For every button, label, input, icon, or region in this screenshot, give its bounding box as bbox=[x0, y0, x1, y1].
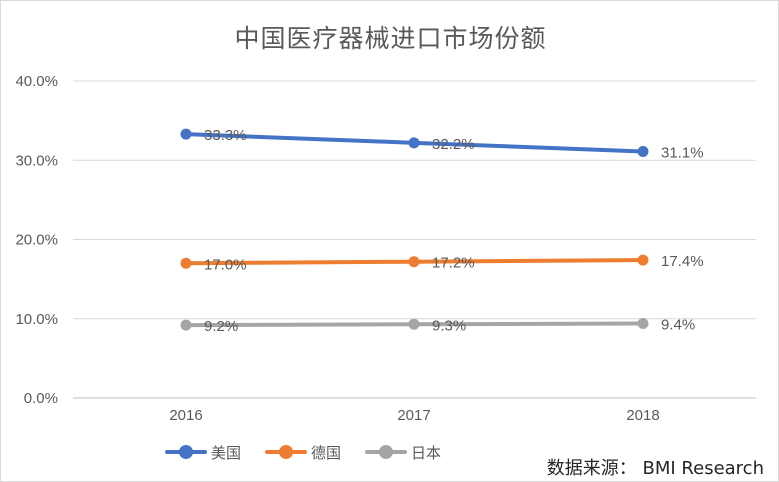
y-tick-label: 20.0% bbox=[15, 232, 58, 249]
legend-label-usa: 美国 bbox=[211, 443, 242, 462]
data-label: 17.0% bbox=[204, 256, 247, 273]
legend-label-germany: 德国 bbox=[311, 443, 342, 462]
data-label: 9.4% bbox=[661, 317, 695, 334]
data-label: 31.1% bbox=[661, 145, 704, 162]
data-point bbox=[637, 318, 649, 330]
x-tick-label: 2016 bbox=[169, 407, 202, 424]
legend-swatch-germany bbox=[265, 445, 308, 459]
data-label: 32.2% bbox=[432, 136, 475, 153]
data-label: 9.3% bbox=[432, 317, 466, 334]
x-tick-label: 2018 bbox=[626, 407, 659, 424]
y-tick-label: 30.0% bbox=[15, 152, 58, 169]
data-label: 33.3% bbox=[204, 127, 247, 144]
data-point bbox=[637, 254, 649, 266]
data-point bbox=[408, 318, 420, 330]
chart-title: 中国医疗器械进口市场份额 bbox=[234, 24, 547, 53]
data-point bbox=[637, 146, 649, 158]
data-point bbox=[180, 319, 192, 331]
data-point bbox=[408, 256, 420, 268]
legend-label-japan: 日本 bbox=[411, 443, 442, 462]
data-point bbox=[180, 257, 192, 269]
legend-item-germany[interactable]: 德国 bbox=[265, 442, 341, 463]
y-tick-label: 10.0% bbox=[15, 311, 58, 328]
chart-legend: 美国 德国 日本 bbox=[165, 441, 441, 463]
data-label: 17.2% bbox=[432, 255, 475, 272]
y-tick-label: 40.0% bbox=[15, 73, 58, 90]
y-tick-label: 0.0% bbox=[24, 390, 58, 407]
data-point bbox=[408, 137, 420, 149]
legend-swatch-usa bbox=[165, 445, 207, 459]
legend-swatch-japan bbox=[365, 445, 408, 459]
x-tick-label: 2017 bbox=[397, 407, 430, 424]
data-label: 9.2% bbox=[204, 318, 238, 335]
data-point bbox=[180, 128, 192, 140]
legend-item-usa[interactable]: 美国 bbox=[165, 442, 241, 463]
legend-item-japan[interactable]: 日本 bbox=[365, 442, 441, 463]
source-note: 数据来源： BMI Research bbox=[546, 458, 764, 479]
data-label: 17.4% bbox=[661, 253, 704, 270]
